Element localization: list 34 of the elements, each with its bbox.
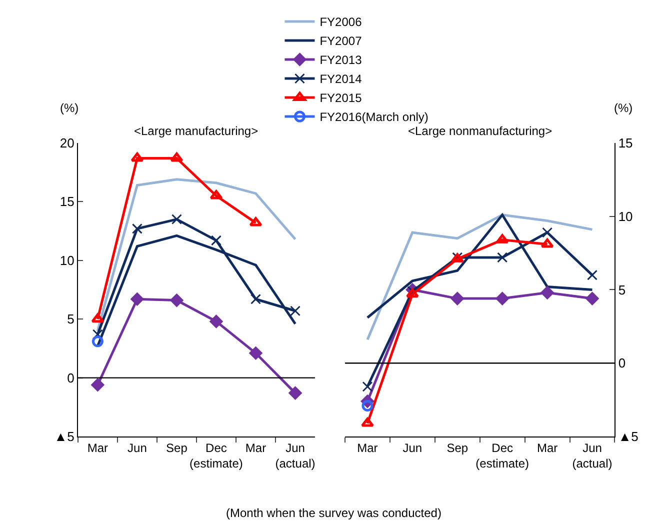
y-tick-label: ▲5 — [618, 429, 638, 444]
legend-label: FY2014 — [320, 72, 362, 86]
legend-label: FY2006 — [320, 15, 362, 30]
text: (Month when the survey was conducted) — [226, 506, 442, 520]
y-tick-label: 0 — [67, 370, 74, 386]
y-tick-label: 20 — [60, 136, 74, 151]
x-tick-label: Dec (estimate) — [190, 440, 243, 471]
y-tick-label: 5 — [618, 282, 626, 298]
x-tick-label: Dec (estimate) — [476, 440, 530, 471]
x-tick-label: Mar — [245, 440, 266, 455]
y-axis-title: (%) — [60, 101, 79, 115]
y-tick-label: 5 — [67, 312, 74, 327]
y-tick-label: 15 — [60, 194, 74, 210]
chart-title: <Large nonmanufacturing> — [408, 124, 552, 138]
legend-label: FY2015 — [320, 91, 362, 106]
y-tick-label: ▲5 — [54, 429, 74, 444]
chart-title: <Large manufacturing> — [134, 124, 258, 138]
x-tick-label: Mar — [357, 440, 378, 455]
x-tick-label: Mar — [87, 440, 108, 455]
y-tick-label: 10 — [60, 252, 74, 268]
x-tick-label: Mar — [536, 440, 558, 455]
x-tick-label: Sep — [166, 440, 188, 455]
legend-label: FY2013 — [320, 53, 362, 68]
legend-label: FY2016(March only) — [320, 110, 428, 124]
y-tick-label: 0 — [618, 356, 626, 371]
x-tick-label: Sep — [446, 440, 468, 455]
y-tick-label: 10 — [618, 208, 633, 224]
x-tick-label: Jun (actual) — [275, 440, 316, 471]
x-tick-label: Jun (actual) — [572, 440, 612, 471]
y-axis-title: (%) — [614, 101, 633, 115]
legend-label: FY2007 — [320, 34, 362, 48]
x-tick-label: Jun — [128, 440, 147, 455]
x-tick-label: Jun — [402, 440, 422, 455]
y-tick-label: 15 — [618, 136, 633, 151]
